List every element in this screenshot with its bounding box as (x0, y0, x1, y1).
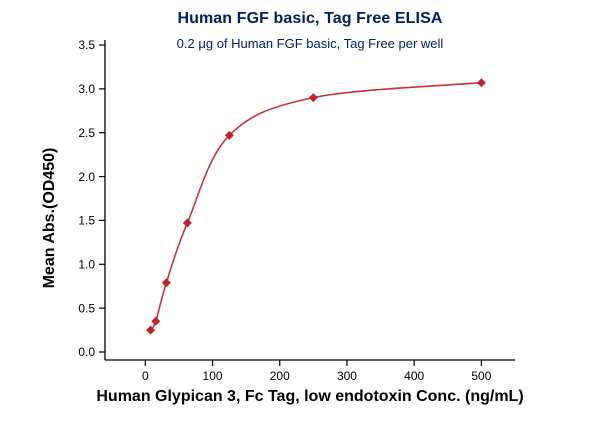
chart-title: Human FGF basic, Tag Free ELISA (177, 10, 443, 27)
x-tick-label: 100 (203, 369, 223, 383)
fit-curve (149, 81, 482, 331)
y-tick-label: 0.0 (78, 345, 95, 359)
data-point-marker (182, 218, 192, 228)
y-tick-label: 3.0 (78, 82, 95, 96)
y-tick-label: 0.5 (78, 301, 95, 315)
x-axis-label: Human Glypican 3, Fc Tag, low endotoxin … (96, 388, 524, 405)
data-point-marker (151, 316, 161, 326)
y-tick-label: 2.5 (78, 126, 95, 140)
x-tick-label: 400 (404, 369, 424, 383)
data-point-marker (161, 278, 171, 288)
data-point-marker (476, 78, 486, 88)
chart-subtitle: 0.2 μg of Human FGF basic, Tag Free per … (176, 36, 444, 51)
data-point-marker (308, 93, 318, 103)
y-tick-label: 1.5 (78, 214, 95, 228)
y-tick-label: 3.5 (78, 38, 95, 52)
x-tick-label: 200 (270, 369, 290, 383)
y-tick-label: 1.0 (78, 257, 95, 271)
data-point-marker (146, 325, 156, 335)
data-point-marker (224, 130, 234, 140)
y-tick-label: 2.0 (78, 170, 95, 184)
x-tick-label: 0 (142, 369, 149, 383)
x-tick-label: 500 (471, 369, 491, 383)
x-tick-label: 300 (337, 369, 357, 383)
